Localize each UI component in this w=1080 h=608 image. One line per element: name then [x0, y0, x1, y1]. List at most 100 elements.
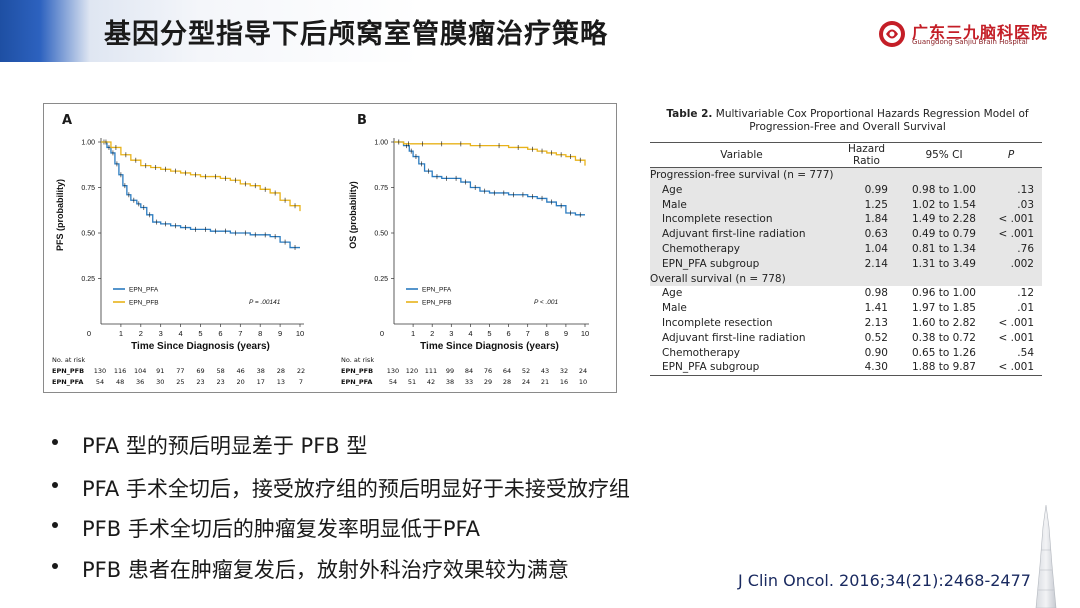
os-km-chart: 1.00 0.75 0.50 0.25 0 1 2 3 4 5 6 7 8 9 10 OS (probabil…: [348, 138, 589, 352]
variable-cell: Male: [662, 302, 687, 315]
risk-value: 42: [426, 378, 436, 386]
variable-cell: Incomplete resection: [662, 316, 773, 329]
risk-row: EPN_PFB 130 116 104 91 77 69 58 46 38 28 22: [52, 367, 305, 375]
risk-value: 17: [256, 378, 265, 386]
table-row: Male 1.25 1.02 to 1.54.03: [650, 197, 1042, 213]
risk-table-a: No. at risk EPN_PFB 130 116 104 91 77 69 58 46 38…: [52, 356, 332, 390]
risk-table-b: No. at risk EPN_PFB 130 120 111 99 84 76 64 52 43…: [341, 356, 613, 390]
bullet-text: PFA 手术全切后，接受放疗组的预后明显好于未接受放疗组: [82, 477, 630, 501]
risk-value: 29: [483, 378, 493, 386]
slide-title: 基因分型指导下后颅窝室管膜瘤治疗策略: [104, 19, 608, 50]
x-tick-label: 9: [564, 329, 568, 338]
variable-cell: Adjuvant first-line radiation: [650, 227, 833, 242]
table-section-row: Progression-free survival (n = 777): [650, 167, 1042, 183]
risk-value: 111: [424, 367, 438, 375]
tower-decoration-icon: [1035, 505, 1057, 608]
col-hazard-ratio: Hazard Ratio: [833, 142, 900, 168]
p-value-cell: .002: [988, 256, 1042, 272]
x-tick-label: 2: [430, 329, 434, 338]
variable-cell: Age: [650, 182, 833, 198]
risk-value: 116: [113, 367, 127, 375]
x-tick-label: 5: [198, 329, 202, 338]
x-tick-label: 9: [278, 329, 282, 338]
risk-value: 51: [407, 378, 417, 386]
table-row: Age 0.98 0.96 to 1.00 .12: [650, 286, 1042, 301]
risk-row: EPN_PFA 54 48 36 30 25 23 23 20 17 13 7: [52, 378, 303, 386]
risk-value: 16: [559, 378, 569, 386]
citation: J Clin Oncol. 2016;34(21):2468-2477: [738, 571, 1031, 590]
legend-label: EPN_PFB: [129, 300, 159, 307]
pfs-km-chart: 1.00 0.75 0.50 0.25 0 1 2 3 4 5 6 7 8 9 10 PFS (probabi…: [55, 138, 304, 352]
hospital-logo: 广东三九脑科医院 Guangdong Sanjiu Brain Hospital: [878, 18, 1068, 52]
table-row: Male 1.41 1.97 to 1.85 .01: [650, 301, 1042, 316]
risk-value: 99: [445, 367, 455, 375]
risk-value: 24: [578, 367, 588, 375]
hazard-ratio-cell: 0.99: [833, 182, 900, 198]
risk-row-label: EPN_PFA: [341, 378, 373, 386]
risk-value: 84: [464, 367, 474, 375]
ci-cell: 1.97 to 1.85: [912, 302, 976, 315]
table-body: Variable Hazard Ratio 95% CI P Progressi…: [650, 142, 1042, 377]
risk-row-label: EPN_PFA: [52, 378, 84, 386]
table-row: Adjuvant first-line radiation 0.52 0.38 to…: [650, 331, 1042, 346]
p-value-cell: < .001: [988, 227, 1042, 242]
risk-value: 38: [256, 367, 265, 375]
x-tick-label: 8: [258, 329, 262, 338]
variable-cell: Adjuvant first-line radiation: [662, 331, 806, 344]
x-tick-label: 7: [526, 329, 530, 338]
x-tick-label: 7: [238, 329, 242, 338]
x-tick-label: 10: [581, 329, 589, 338]
ci-cell: 0.65 to 1.26: [912, 346, 976, 359]
ci-cell: 0.49 to 0.79: [900, 227, 988, 242]
risk-value: 28: [502, 378, 512, 386]
table-header-row: Variable Hazard Ratio 95% CI P: [650, 142, 1042, 168]
col-p: P: [988, 142, 1042, 168]
hazard-ratio-cell: 1.25: [833, 197, 900, 213]
y-tick-label: 0.25: [374, 276, 388, 283]
x-axis-label: Time Since Diagnosis (years): [131, 341, 270, 352]
risk-value: 30: [156, 378, 165, 386]
risk-value: 25: [176, 378, 185, 386]
risk-value: 21: [540, 378, 550, 386]
hospital-name-cn: 广东三九脑科医院: [912, 23, 1049, 42]
hospital-emblem-icon: [879, 21, 905, 47]
x-tick-label: 8: [545, 329, 549, 338]
risk-value: 13: [276, 378, 286, 386]
table-row: EPN_PFA subgroup 2.14 1.31 to 3.49.002: [650, 256, 1042, 272]
risk-value: 43: [540, 367, 550, 375]
bullet-dot-icon: [52, 439, 58, 445]
hazard-ratio-cell: 4.30: [833, 360, 900, 377]
p-value-cell: .12: [1017, 287, 1034, 300]
hazard-ratio-cell: 1.41: [864, 302, 888, 315]
p-value-cell: < .001: [988, 212, 1042, 228]
risk-value: 7: [298, 378, 304, 386]
hazard-ratio-cell: 1.04: [833, 241, 900, 257]
risk-value: 23: [216, 378, 225, 386]
variable-cell: Chemotherapy: [662, 346, 740, 359]
risk-value: 130: [93, 367, 107, 375]
risk-value: 58: [216, 367, 225, 375]
y-axis-label: PFS (probability): [55, 179, 65, 251]
risk-value: 76: [483, 367, 493, 375]
risk-value: 46: [236, 367, 245, 375]
variable-cell: Chemotherapy: [650, 241, 833, 257]
variable-cell: EPN_PFA subgroup: [650, 256, 833, 272]
x-axis-label: Time Since Diagnosis (years): [420, 341, 559, 352]
series-line: [101, 141, 300, 249]
y-tick-label: 0.75: [81, 185, 95, 192]
table-row: EPN_PFA subgroup 4.30 1.88 to 9.87 < .001: [650, 360, 1042, 377]
risk-value: 32: [559, 367, 569, 375]
risk-value: 33: [464, 378, 474, 386]
hazard-ratio-cell: 2.13: [864, 316, 888, 329]
p-value-label: P < .001: [534, 299, 559, 306]
table-row: Adjuvant first-line radiation 0.63 0.49 to…: [650, 227, 1042, 242]
risk-value: 23: [196, 378, 205, 386]
table-caption-line2: Progression-Free and Overall Survival: [749, 121, 946, 133]
risk-value: 28: [276, 367, 286, 375]
table-row: Incomplete resection 1.84 1.49 to 2.28 < .0…: [650, 212, 1042, 228]
variable-cell: Age: [662, 287, 683, 300]
bullet-dot-icon: [52, 522, 58, 528]
ci-cell: 1.31 to 3.49: [900, 256, 988, 272]
p-value-cell: < .001: [988, 360, 1042, 377]
x-tick-label: 3: [159, 329, 163, 338]
